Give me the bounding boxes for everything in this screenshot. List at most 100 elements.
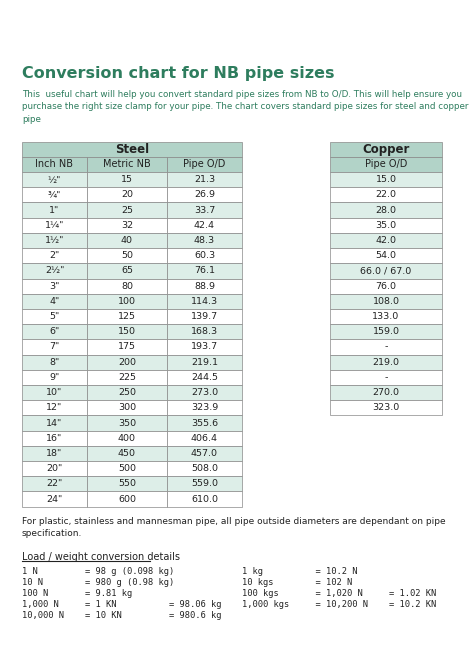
- Text: 133.0: 133.0: [373, 312, 400, 321]
- Bar: [22, 431, 87, 446]
- Bar: [87, 476, 167, 492]
- Text: 66.0 / 67.0: 66.0 / 67.0: [360, 267, 411, 275]
- Bar: [167, 446, 242, 461]
- Bar: [22, 415, 87, 431]
- Bar: [22, 293, 87, 309]
- Text: Conversion chart for NB pipe sizes: Conversion chart for NB pipe sizes: [22, 66, 335, 80]
- Bar: [167, 187, 242, 202]
- Text: 1¼": 1¼": [45, 221, 64, 230]
- Bar: [330, 354, 442, 370]
- Bar: [87, 218, 167, 233]
- Text: 1,000 kgs     = 10,200 N    = 10.2 KN: 1,000 kgs = 10,200 N = 10.2 KN: [242, 600, 436, 609]
- Text: 193.7: 193.7: [191, 342, 218, 352]
- Text: 12": 12": [46, 403, 63, 412]
- Text: 550: 550: [118, 479, 136, 488]
- Text: 125: 125: [118, 312, 136, 321]
- Text: 5": 5": [49, 312, 60, 321]
- Text: 10 kgs        = 102 N: 10 kgs = 102 N: [242, 578, 352, 587]
- Text: -: -: [384, 342, 388, 352]
- Text: 33.7: 33.7: [194, 206, 215, 214]
- Text: 400: 400: [118, 433, 136, 443]
- Bar: [167, 233, 242, 248]
- Bar: [330, 400, 442, 415]
- Bar: [87, 446, 167, 461]
- Bar: [167, 157, 242, 172]
- Bar: [167, 385, 242, 400]
- Bar: [22, 400, 87, 415]
- Text: 150: 150: [118, 327, 136, 336]
- Bar: [87, 370, 167, 385]
- Bar: [330, 370, 442, 385]
- Bar: [22, 461, 87, 476]
- Text: 32: 32: [121, 221, 133, 230]
- Bar: [22, 187, 87, 202]
- Bar: [330, 263, 442, 279]
- Bar: [167, 340, 242, 354]
- Text: 323.0: 323.0: [373, 403, 400, 412]
- Bar: [87, 279, 167, 293]
- Text: 323.9: 323.9: [191, 403, 218, 412]
- Bar: [87, 309, 167, 324]
- Text: 1": 1": [49, 206, 60, 214]
- Text: 1,000 N     = 1 KN          = 98.06 kg: 1,000 N = 1 KN = 98.06 kg: [22, 600, 221, 609]
- Bar: [167, 415, 242, 431]
- Text: 114.3: 114.3: [191, 297, 218, 306]
- Bar: [22, 202, 87, 218]
- Bar: [167, 263, 242, 279]
- Text: 26.9: 26.9: [194, 190, 215, 200]
- Bar: [22, 157, 87, 172]
- Bar: [167, 492, 242, 507]
- Bar: [167, 324, 242, 340]
- Text: 1 kg          = 10.2 N: 1 kg = 10.2 N: [242, 567, 357, 576]
- Text: 508.0: 508.0: [191, 464, 218, 473]
- Text: 100 N       = 9.81 kg: 100 N = 9.81 kg: [22, 589, 132, 598]
- Bar: [167, 461, 242, 476]
- Text: 4": 4": [49, 297, 60, 306]
- Text: 8": 8": [49, 358, 60, 366]
- Bar: [22, 446, 87, 461]
- Text: 175: 175: [118, 342, 136, 352]
- Bar: [330, 187, 442, 202]
- Bar: [22, 263, 87, 279]
- Bar: [167, 202, 242, 218]
- Bar: [330, 279, 442, 293]
- Text: 40: 40: [121, 236, 133, 245]
- Text: ½": ½": [48, 175, 61, 184]
- Bar: [87, 461, 167, 476]
- Text: 65: 65: [121, 267, 133, 275]
- Bar: [87, 202, 167, 218]
- Text: 559.0: 559.0: [191, 479, 218, 488]
- Text: 80: 80: [121, 281, 133, 291]
- Bar: [22, 354, 87, 370]
- Bar: [330, 202, 442, 218]
- Bar: [330, 340, 442, 354]
- Text: 42.0: 42.0: [375, 236, 396, 245]
- Text: 219.0: 219.0: [373, 358, 400, 366]
- Text: 28.0: 28.0: [375, 206, 396, 214]
- Bar: [330, 157, 442, 172]
- Bar: [87, 248, 167, 263]
- Bar: [22, 172, 87, 187]
- Bar: [87, 263, 167, 279]
- Text: 88.9: 88.9: [194, 281, 215, 291]
- Bar: [87, 431, 167, 446]
- Text: 21.3: 21.3: [194, 175, 215, 184]
- Text: 7": 7": [49, 342, 60, 352]
- Bar: [167, 400, 242, 415]
- Text: 350: 350: [118, 419, 136, 427]
- Text: 219.1: 219.1: [191, 358, 218, 366]
- Text: -: -: [384, 373, 388, 382]
- Bar: [87, 385, 167, 400]
- Bar: [87, 233, 167, 248]
- Bar: [167, 248, 242, 263]
- Text: 600: 600: [118, 494, 136, 504]
- Bar: [167, 476, 242, 492]
- Bar: [330, 233, 442, 248]
- Text: 1 N         = 98 g (0.098 kg): 1 N = 98 g (0.098 kg): [22, 567, 174, 576]
- Bar: [330, 385, 442, 400]
- Bar: [22, 141, 242, 157]
- Text: 450: 450: [118, 449, 136, 458]
- Text: 16": 16": [46, 433, 63, 443]
- Text: Load / weight conversion details: Load / weight conversion details: [22, 551, 180, 561]
- Bar: [330, 309, 442, 324]
